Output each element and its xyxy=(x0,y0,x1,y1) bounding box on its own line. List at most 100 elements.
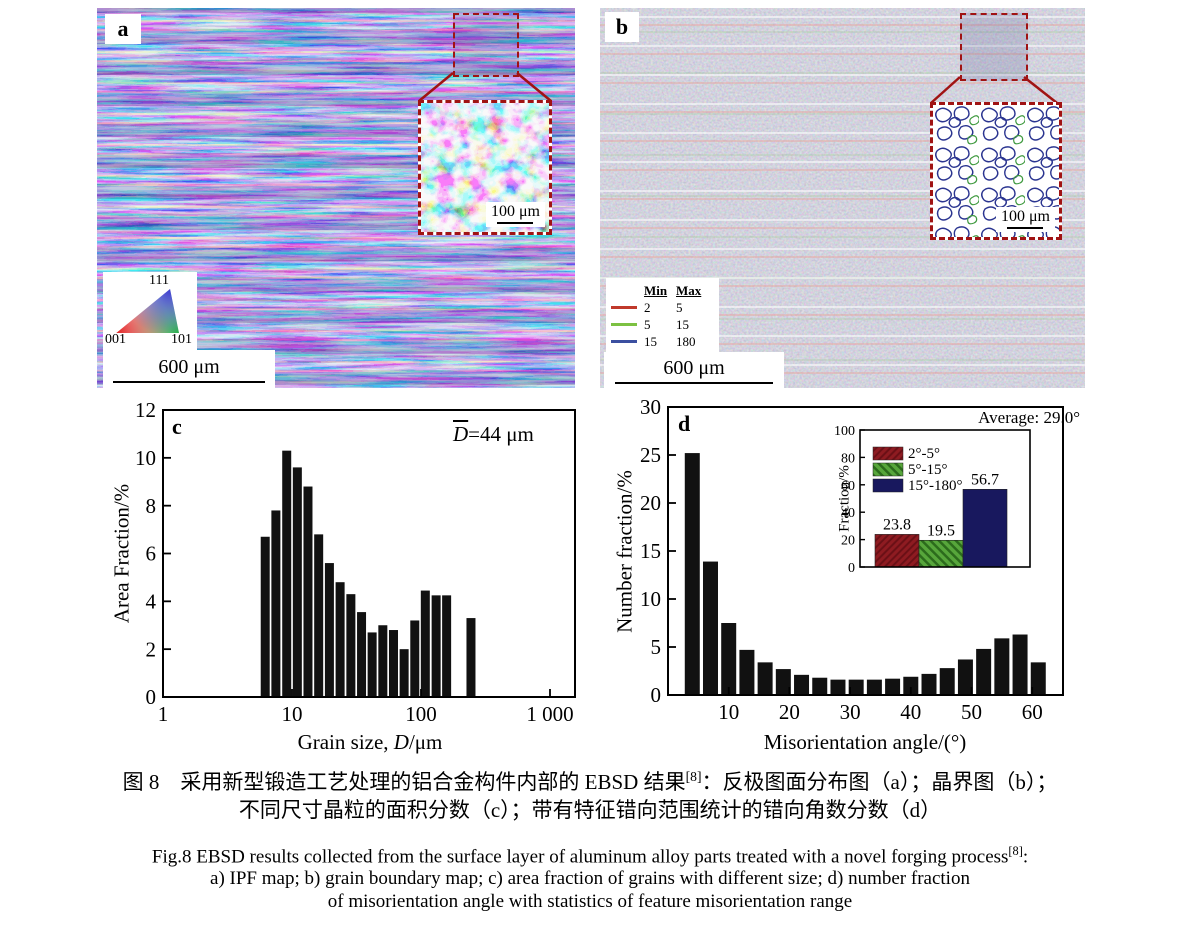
panel-b-grain-boundary-map: b 100 μm Min Max 2 xyxy=(600,8,1085,388)
svg-text:30: 30 xyxy=(640,396,661,419)
ipf-label-001: 001 xyxy=(105,332,126,347)
gb-legend-row: 5 15 xyxy=(611,316,717,333)
svg-text:50: 50 xyxy=(961,700,982,724)
red-line-swatch xyxy=(611,306,637,309)
zoom-source-box xyxy=(453,13,519,77)
svg-text:2: 2 xyxy=(146,637,157,661)
caption-text: : xyxy=(1022,846,1029,868)
svg-text:12: 12 xyxy=(135,398,156,422)
svg-text:1 000: 1 000 xyxy=(526,702,573,726)
svg-text:100: 100 xyxy=(834,424,855,439)
svg-text:10: 10 xyxy=(135,446,156,470)
chart-d-inset-svg: 23.8 19.5 56.7 0 20 40 60 80 100 2°-5°5°-15°15°-1… xyxy=(834,424,1031,576)
panel-c-letter: c xyxy=(172,414,182,439)
svg-text:30: 30 xyxy=(840,700,861,724)
ipf-inset: 100 μm xyxy=(418,100,552,235)
blue-line-swatch xyxy=(611,340,637,343)
gb-legend-row: 2 5 xyxy=(611,299,717,316)
ipf-label-101: 101 xyxy=(171,332,192,347)
legend-min-value: 2 xyxy=(644,299,651,315)
caption-text: Fig.8 EBSD results collected from the su… xyxy=(151,846,1009,868)
svg-text:40: 40 xyxy=(841,506,855,521)
scale-bar-a-text: 600 μm xyxy=(158,355,220,378)
chart-c-xlabel: Grain size, D/μm xyxy=(155,730,585,755)
svg-text:20: 20 xyxy=(841,534,855,549)
legend-min-header: Min xyxy=(644,282,668,298)
svg-text:2°-5°: 2°-5° xyxy=(908,446,940,462)
legend-max-value: 180 xyxy=(676,333,696,349)
gb-inset: 100 μm xyxy=(930,102,1062,240)
citation-superscript: [8] xyxy=(1008,844,1023,858)
caption-en-line1: Fig.8 EBSD results collected from the su… xyxy=(0,844,1180,868)
inset-scale-bar-b: 100 μm xyxy=(995,207,1055,232)
svg-text:100: 100 xyxy=(405,702,437,726)
svg-text:0: 0 xyxy=(651,683,662,707)
svg-text:10: 10 xyxy=(282,702,303,726)
chart-d-ylabel: Number fraction/% xyxy=(612,470,637,633)
gb-legend-header: Min Max xyxy=(611,282,717,299)
green-line-swatch xyxy=(611,323,637,326)
scale-bar-b-text: 600 μm xyxy=(663,356,725,379)
dbar-value: =44 μm xyxy=(468,422,534,446)
scale-bar-a-line xyxy=(113,380,265,384)
xlabel-text: Grain size, xyxy=(297,730,394,754)
gb-legend-row: 15 180 xyxy=(611,333,717,350)
svg-text:20: 20 xyxy=(640,491,661,515)
svg-text:56.7: 56.7 xyxy=(971,471,999,488)
caption-zh-line1: 图 8 采用新型锻造工艺处理的铝合金构件内部的 EBSD 结果[8]：反极图面分… xyxy=(0,766,1180,796)
svg-text:0: 0 xyxy=(848,561,855,576)
ipf-triangle xyxy=(116,289,179,333)
inset-scale-line xyxy=(497,222,534,224)
caption-en-line2: a) IPF map; b) grain boundary map; c) ar… xyxy=(210,868,970,889)
svg-text:19.5: 19.5 xyxy=(927,522,955,539)
svg-text:60: 60 xyxy=(1022,700,1043,724)
caption-en-line3: of misorientation angle with statistics … xyxy=(327,891,853,912)
inset-scale-text-b: 100 μm xyxy=(1000,208,1050,225)
mean-grain-size-annotation: D=44 μm xyxy=(453,422,534,447)
panel-a-label: a xyxy=(105,14,141,44)
svg-text:5: 5 xyxy=(651,635,662,659)
panel-b-label: b xyxy=(605,12,639,42)
xlabel-unit: /μm xyxy=(408,730,443,754)
inset-scale-bar-a: 100 μm xyxy=(485,202,545,227)
svg-text:5°-15°: 5°-15° xyxy=(908,462,948,478)
chart-c: 0 2 4 6 8 10 12 1 10 100 1 000 Area Fraction/% Gra… xyxy=(95,396,585,766)
chart-d-svg: 0 5 10 15 20 25 30 10 20 30 40 50 60 xyxy=(640,395,1064,724)
svg-text:40: 40 xyxy=(900,700,921,724)
ipf-label-111: 111 xyxy=(149,273,169,288)
legend-max-value: 5 xyxy=(676,299,683,315)
caption-text: 图 8 采用新型锻造工艺处理的铝合金构件内部的 EBSD 结果 xyxy=(122,770,686,794)
chart-c-ylabel: Area Fraction/% xyxy=(109,483,134,624)
ipf-color-key: 111 001 101 xyxy=(103,272,197,350)
chart-d: 0 5 10 15 20 25 30 10 20 30 40 50 60 Number fraction… xyxy=(600,395,1100,766)
chart-c-svg: 0 2 4 6 8 10 12 1 10 100 1 000 xyxy=(135,398,576,726)
panel-d-letter: d xyxy=(678,411,691,436)
inset-ylabel: Fraction/% xyxy=(836,465,853,532)
legend-min-value: 15 xyxy=(644,333,657,349)
xlabel-symbol: D xyxy=(393,730,409,754)
legend-min-value: 5 xyxy=(644,316,651,332)
svg-text:20: 20 xyxy=(779,700,800,724)
scale-bar-b-line xyxy=(614,381,774,385)
svg-text:60: 60 xyxy=(841,479,855,494)
citation-superscript: [8] xyxy=(685,769,702,784)
average-misorientation-label: Average: 29.0° xyxy=(978,408,1080,427)
panel-b-letter: b xyxy=(615,14,629,39)
scale-bar-a: 600 μm xyxy=(103,350,275,388)
panel-a-ipf-map: a xyxy=(97,8,575,388)
legend-max-header: Max xyxy=(676,282,702,298)
chart-d-inset: Average: 29.0° 23.8 19.5 56.7 0 20 40 60 80 100 2… xyxy=(830,408,1082,586)
chart-d-xlabel: Misorientation angle/(°) xyxy=(763,730,967,754)
caption-zh-line2: 不同尺寸晶粒的面积分数（c）；带有特征错向范围统计的错向角数分数（d） xyxy=(238,798,942,822)
zoom-source-box-b xyxy=(960,13,1028,81)
svg-text:80: 80 xyxy=(841,451,855,466)
inset-scale-line-b xyxy=(1007,227,1044,229)
inset-scale-text: 100 μm xyxy=(490,203,540,220)
gb-legend: Min Max 2 5 5 15 15 180 xyxy=(606,278,719,356)
svg-text:8: 8 xyxy=(146,494,157,518)
svg-text:6: 6 xyxy=(146,542,157,566)
svg-text:10: 10 xyxy=(718,700,739,724)
scale-bar-b: 600 μm xyxy=(604,352,784,388)
svg-text:15: 15 xyxy=(640,539,661,563)
